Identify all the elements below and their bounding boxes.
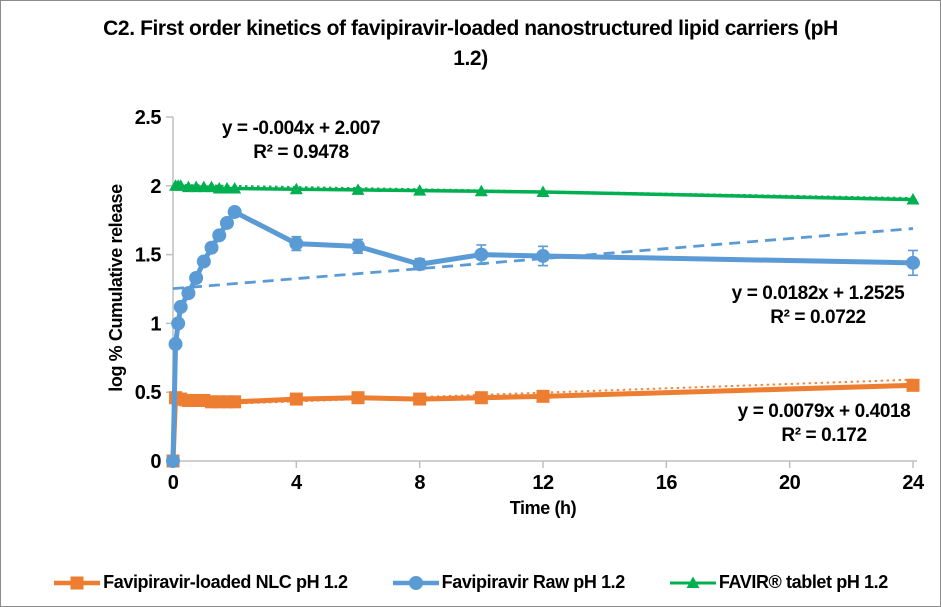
- data-point-marker: [196, 254, 211, 269]
- data-point-marker: [228, 395, 242, 409]
- data-point-marker: [289, 236, 304, 251]
- data-point-marker: [228, 182, 242, 194]
- trendline-r2: R² = 0.172: [781, 425, 867, 446]
- data-point-marker: [906, 255, 920, 270]
- data-point-marker: [205, 180, 219, 193]
- data-point-marker: [204, 240, 219, 255]
- legend-marker-square-icon: [53, 575, 101, 591]
- x-tick-label: 4: [291, 472, 303, 494]
- trendline-favipiravir-raw-ph-1-2: [172, 227, 914, 291]
- data-point-marker: [536, 389, 550, 403]
- legend-label: Favipiravir Raw pH 1.2: [441, 572, 626, 592]
- trendline-equation: y = 0.0079x + 0.4018: [737, 401, 911, 422]
- data-point-marker: [906, 193, 920, 205]
- legend-item-favir: FAVIR® tablet pH 1.2: [669, 572, 888, 593]
- trendline-annotation-favir-tablet: y = -0.004x + 2.007 R² = 0.9478: [156, 117, 446, 165]
- data-point-marker: [173, 299, 188, 314]
- x-tick-label: 20: [779, 472, 801, 494]
- legend: Favipiravir-loaded NLC pH 1.2 Favipiravi…: [1, 572, 940, 593]
- legend-label: FAVIR® tablet pH 1.2: [718, 572, 888, 592]
- data-point-marker: [189, 270, 204, 285]
- series-favir-tablet-ph-1-2: [169, 179, 920, 205]
- y-tick-label: 2.5: [135, 107, 162, 129]
- y-tick-label: 2: [150, 176, 161, 198]
- x-tick-label: 8: [414, 472, 425, 494]
- y-tick-label: 1.5: [135, 245, 162, 267]
- y-axis-title: log % Cumulative release: [106, 184, 126, 392]
- chart-title: C2. First order kinetics of favipiravir-…: [103, 17, 838, 70]
- trendline-equation: y = 0.0182x + 1.2525: [731, 283, 905, 304]
- x-tick-label: 12: [532, 472, 554, 494]
- data-point-marker: [351, 183, 365, 195]
- data-point-marker: [289, 392, 303, 406]
- legend-label: Favipiravir-loaded NLC pH 1.2: [103, 572, 348, 592]
- legend-marker-circle-icon: [392, 575, 440, 591]
- data-point-marker: [906, 378, 920, 392]
- y-tick-label: 0.5: [135, 382, 162, 404]
- data-point-marker: [413, 392, 427, 406]
- data-point-marker: [212, 228, 227, 243]
- trendline-equation: y = -0.004x + 2.007: [221, 118, 381, 139]
- data-point-marker: [351, 239, 365, 254]
- trendline-r2: R² = 0.0722: [770, 307, 866, 328]
- data-point-marker: [413, 184, 427, 196]
- data-point-marker: [474, 184, 488, 197]
- data-point-marker: [536, 185, 550, 197]
- x-tick-label: 0: [168, 472, 179, 494]
- data-point-marker: [181, 286, 196, 301]
- legend-item-raw: Favipiravir Raw pH 1.2: [392, 572, 625, 593]
- data-point-marker: [166, 454, 180, 468]
- x-tick-label: 16: [656, 472, 678, 494]
- data-point-marker: [219, 215, 234, 230]
- trendline-r2: R² = 0.9478: [253, 142, 349, 163]
- data-point-marker: [412, 257, 427, 272]
- series-favipiravir-loaded-nlc-ph-1-2: [166, 378, 920, 468]
- trendline-annotation-nlc: y = 0.0079x + 0.4018 R² = 0.172: [679, 400, 940, 448]
- data-point-marker: [351, 391, 365, 405]
- data-point-marker: [168, 337, 183, 352]
- data-point-marker: [474, 247, 489, 262]
- x-axis-title: Time (h): [509, 498, 577, 518]
- data-point-marker: [227, 204, 242, 219]
- data-point-marker: [174, 179, 188, 191]
- y-tick-label: 0: [150, 451, 161, 473]
- data-point-marker: [171, 316, 186, 331]
- trendline-annotation-favipiravir-raw: y = 0.0182x + 1.2525 R² = 0.0722: [673, 282, 940, 330]
- data-point-marker: [289, 182, 303, 195]
- data-point-marker: [474, 391, 488, 405]
- series-favipiravir-raw-ph-1-2: [166, 204, 920, 468]
- legend-item-nlc: Favipiravir-loaded NLC pH 1.2: [53, 572, 348, 593]
- data-point-marker: [536, 248, 550, 263]
- legend-marker-triangle-icon: [669, 575, 717, 591]
- y-tick-label: 1: [150, 313, 161, 335]
- x-tick-label: 24: [902, 472, 925, 494]
